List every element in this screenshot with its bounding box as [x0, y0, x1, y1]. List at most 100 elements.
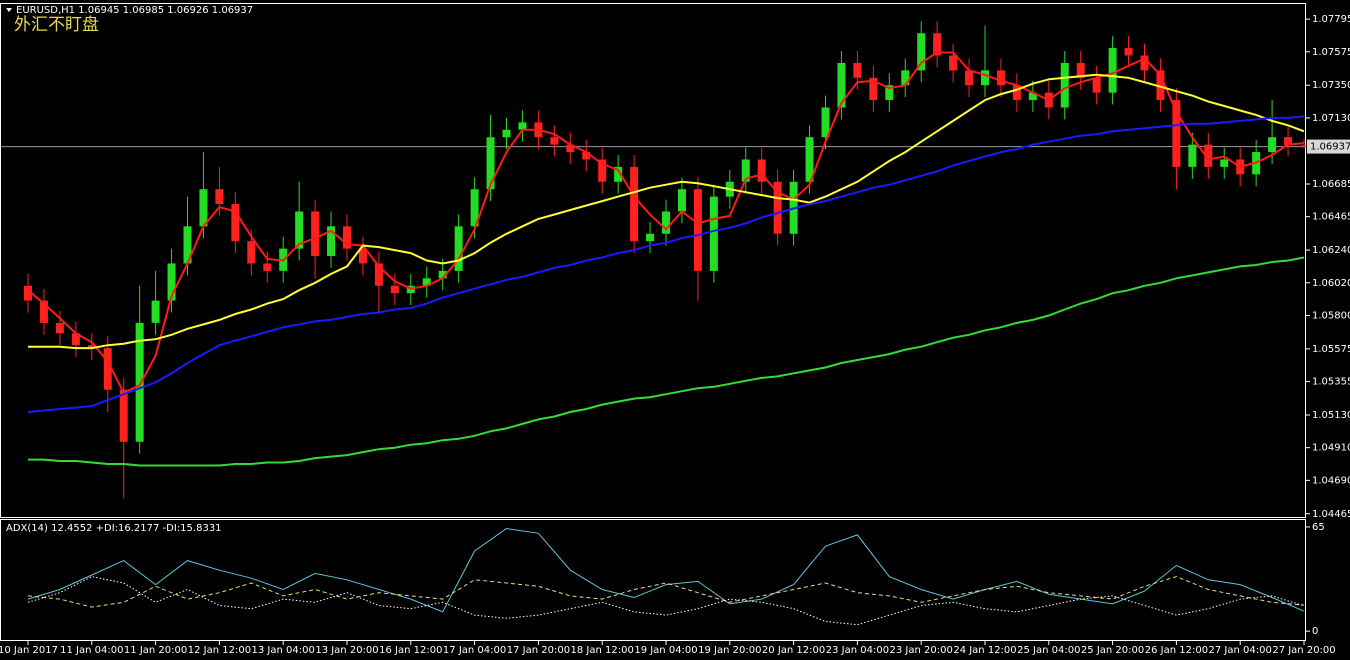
candle-body: [996, 70, 1005, 86]
menu-triangle[interactable]: [6, 8, 12, 12]
candle-body: [71, 333, 80, 346]
indicator-panel-frame: [0, 519, 1306, 641]
candle-body: [646, 233, 655, 242]
x-tick-label: 12 Jan 12:00: [188, 645, 251, 656]
y-tick-label: 1.06240: [1312, 245, 1350, 256]
candle-body: [374, 263, 383, 286]
candle-body: [39, 300, 48, 323]
y-tick-label: 1.05130: [1312, 410, 1350, 421]
candle-body: [566, 144, 575, 153]
y-tick-label: 0: [1312, 626, 1318, 637]
candle-body: [135, 322, 144, 442]
candle-body: [1284, 137, 1293, 146]
x-tick-label: 13 Jan 04:00: [252, 645, 315, 656]
candle-body: [901, 70, 910, 86]
candle-body: [1188, 144, 1197, 167]
candle-body: [263, 263, 272, 271]
moving-average: [28, 256, 1305, 467]
x-tick-label: 18 Jan 12:00: [571, 645, 634, 656]
candle-body: [470, 189, 479, 227]
candle-body: [757, 159, 766, 182]
candle-body: [1092, 77, 1101, 93]
candle-body: [1108, 48, 1117, 93]
candle-body: [311, 211, 320, 257]
x-tick-label: 19 Jan 20:00: [698, 645, 761, 656]
candle-body: [1172, 100, 1181, 167]
candle-body: [343, 226, 351, 249]
y-tick-label: 1.07350: [1312, 80, 1350, 91]
candle-body: [630, 166, 639, 242]
x-tick-label: 23 Jan 20:00: [890, 645, 953, 656]
y-tick-label: 1.05355: [1312, 377, 1350, 388]
candle-body: [965, 70, 974, 86]
x-tick-label: 25 Jan 20:00: [1081, 645, 1144, 656]
y-tick-label: 65: [1312, 522, 1325, 533]
candle-body: [1156, 70, 1165, 101]
candle-body: [454, 226, 463, 271]
candle-body: [741, 159, 750, 182]
candle-body: [1204, 144, 1213, 167]
candle-body: [773, 181, 782, 234]
moving-average: [28, 73, 1305, 350]
candle-body: [502, 129, 511, 138]
candle-body: [390, 285, 399, 294]
candle-body: [438, 270, 447, 279]
candle-body: [949, 55, 958, 71]
candle-body: [1124, 48, 1133, 56]
candle-body: [582, 152, 591, 160]
candle-body: [933, 33, 942, 56]
candle-body: [55, 322, 64, 334]
candle-body: [215, 189, 224, 205]
candle-body: [103, 348, 112, 390]
candle-body: [183, 226, 192, 264]
x-tick-label: 23 Jan 04:00: [826, 645, 889, 656]
y-tick-label: 1.06020: [1312, 278, 1350, 289]
candle-body: [24, 285, 32, 301]
candle-body: [693, 189, 702, 271]
main-panel-frame: [0, 3, 1306, 518]
y-tick-label: 1.07575: [1312, 47, 1350, 58]
moving-average: [27, 115, 1305, 413]
candle-body: [518, 122, 527, 130]
x-tick-label: 17 Jan 20:00: [507, 645, 570, 656]
candle-body: [614, 166, 623, 182]
moving-average: [27, 51, 1305, 395]
candle-body: [1060, 62, 1069, 108]
candle-body: [422, 278, 431, 286]
candle-body: [662, 211, 670, 234]
candle-body: [837, 62, 846, 108]
candle-body: [1220, 159, 1229, 167]
candle-body: [981, 70, 989, 86]
candle-body: [805, 137, 814, 182]
y-tick-label: 1.05575: [1312, 344, 1350, 355]
y-tick-label: 1.05800: [1312, 310, 1350, 321]
candle-body: [358, 248, 367, 264]
candle-body: [1076, 62, 1085, 78]
candle-body: [231, 204, 240, 242]
candle-body: [295, 211, 304, 249]
candle-body: [821, 107, 830, 138]
candle-body: [598, 159, 607, 182]
indicator-line: [27, 576, 1305, 608]
x-tick-label: 27 Jan 04:00: [1209, 645, 1272, 656]
y-tick-label: 1.07795: [1312, 14, 1350, 25]
x-tick-label: 26 Jan 12:00: [1145, 645, 1208, 656]
y-tick-label: 1.06465: [1312, 212, 1350, 223]
candle-body: [550, 137, 559, 145]
candle-body: [247, 241, 256, 264]
candle-body: [853, 62, 862, 78]
candle-body: [709, 196, 718, 271]
x-tick-label: 25 Jan 04:00: [1017, 645, 1080, 656]
y-tick-label: 1.04910: [1312, 443, 1350, 454]
candle-body: [869, 77, 878, 101]
candle-body: [151, 300, 160, 323]
candle-body: [677, 189, 686, 212]
x-tick-label: 24 Jan 12:00: [953, 645, 1016, 656]
x-tick-label: 20 Jan 12:00: [762, 645, 825, 656]
candle-body: [1140, 55, 1149, 71]
x-tick-label: 10 Jan 2017: [0, 645, 58, 656]
y-tick-label: 1.04690: [1312, 475, 1350, 486]
candle-body: [486, 137, 495, 190]
candle-body: [1028, 92, 1037, 101]
